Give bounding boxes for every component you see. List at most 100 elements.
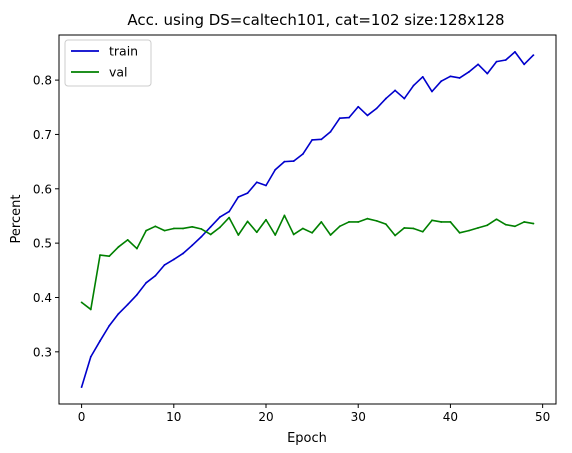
axes-frame	[58, 34, 557, 405]
data-point-train-20	[265, 184, 267, 187]
y-tick-label: 0.6	[33, 182, 52, 196]
data-point-val-27	[329, 234, 332, 236]
data-point-val-12	[191, 225, 194, 228]
y-tick-label: 0.4	[33, 291, 52, 305]
data-point-val-19	[255, 231, 258, 234]
data-point-train-41	[458, 77, 461, 79]
data-point-train-28	[338, 117, 341, 120]
data-point-train-30	[357, 105, 360, 108]
data-point-train-42	[467, 71, 470, 73]
data-point-val-38	[431, 219, 433, 222]
x-tick-label: 30	[351, 410, 366, 424]
y-axis-label: Percent	[9, 195, 24, 244]
data-point-val-18	[246, 220, 249, 223]
data-point-train-2	[99, 340, 101, 342]
x-tick-label: 0	[78, 410, 86, 424]
x-tick-label: 10	[166, 410, 181, 424]
data-point-val-32	[375, 219, 378, 222]
data-point-train-1	[89, 355, 92, 358]
data-point-val-2	[99, 254, 101, 256]
data-point-train-31	[366, 114, 369, 117]
data-point-val-13	[200, 228, 203, 230]
data-point-train-48	[523, 63, 526, 66]
data-point-val-7	[145, 229, 148, 232]
data-point-train-17	[237, 196, 240, 198]
data-point-val-25	[311, 231, 314, 234]
data-point-val-46	[504, 223, 507, 226]
data-point-val-20	[265, 218, 267, 221]
data-point-train-3	[108, 324, 111, 327]
data-point-val-14	[209, 233, 212, 236]
data-point-train-45	[495, 60, 498, 63]
data-point-val-3	[108, 255, 111, 258]
data-point-val-42	[467, 229, 470, 232]
data-point-val-11	[182, 227, 184, 230]
axes-layer	[58, 34, 557, 405]
y-tick-label: 0.3	[33, 345, 52, 359]
data-point-train-8	[154, 274, 157, 277]
data-point-train-15	[219, 216, 221, 218]
legend: train val	[64, 39, 152, 87]
data-point-val-33	[384, 223, 387, 226]
data-point-val-43	[477, 227, 479, 229]
y-tick-label: 0.8	[33, 74, 52, 88]
data-point-val-17	[237, 234, 240, 236]
y-tick-label: 0.5	[33, 237, 52, 251]
data-point-train-16	[228, 210, 231, 213]
data-point-train-9	[163, 263, 166, 266]
data-point-train-25	[311, 138, 314, 141]
data-point-val-24	[301, 227, 304, 230]
data-point-val-30	[357, 221, 360, 223]
data-point-train-32	[375, 107, 378, 110]
data-point-val-36	[412, 227, 415, 230]
data-point-val-21	[274, 234, 277, 236]
data-point-val-40	[449, 221, 452, 223]
legend-label-train: train	[109, 44, 138, 59]
data-point-val-23	[292, 233, 295, 236]
data-point-train-18	[246, 192, 249, 195]
data-point-train-46	[504, 59, 507, 61]
data-point-train-27	[329, 130, 332, 133]
data-point-train-24	[301, 153, 304, 155]
data-point-val-47	[514, 225, 516, 228]
data-point-val-0	[80, 301, 83, 304]
data-point-val-6	[136, 247, 138, 250]
data-point-train-4	[117, 312, 120, 315]
data-point-train-14	[209, 225, 212, 228]
data-point-train-22	[283, 160, 286, 163]
data-point-train-33	[384, 97, 387, 100]
data-point-train-36	[412, 84, 415, 87]
legend-label-val: val	[109, 65, 128, 80]
data-point-val-35	[403, 227, 406, 229]
chart-title: Acc. using DS=caltech101, cat=102 size:1…	[127, 11, 504, 29]
data-point-train-35	[403, 97, 406, 100]
data-point-train-40	[449, 75, 452, 78]
data-point-val-48	[523, 221, 526, 223]
data-point-train-43	[477, 63, 479, 66]
data-point-train-12	[191, 244, 194, 247]
data-point-val-29	[348, 221, 350, 223]
data-point-val-15	[219, 226, 221, 229]
data-point-train-44	[486, 72, 489, 75]
data-point-val-1	[89, 308, 92, 311]
data-point-train-11	[182, 252, 184, 255]
data-point-val-5	[126, 238, 129, 241]
data-point-train-23	[292, 160, 295, 162]
data-point-val-39	[440, 221, 443, 223]
data-point-val-34	[394, 234, 396, 237]
data-point-train-0	[80, 386, 83, 389]
x-tick-label: 20	[258, 410, 273, 424]
data-point-train-38	[431, 90, 433, 93]
data-point-val-4	[117, 246, 120, 248]
data-point-train-47	[514, 50, 516, 53]
data-point-train-19	[255, 181, 258, 184]
data-point-train-34	[394, 89, 396, 92]
data-point-val-31	[366, 217, 369, 220]
plot-area	[59, 35, 556, 404]
data-point-val-10	[172, 227, 175, 230]
x-axis-label: Epoch	[287, 431, 327, 446]
data-point-train-39	[440, 80, 443, 83]
data-point-val-44	[486, 224, 489, 227]
x-tick-label: 40	[443, 410, 458, 424]
series-line-train	[80, 51, 534, 388]
